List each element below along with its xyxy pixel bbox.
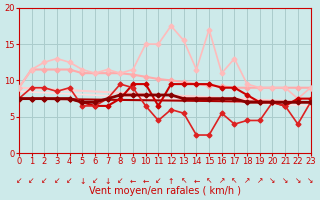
Text: ↓: ↓ xyxy=(79,176,85,186)
Text: ↙: ↙ xyxy=(155,176,162,186)
Text: ↙: ↙ xyxy=(54,176,60,186)
Text: ↓: ↓ xyxy=(104,176,111,186)
Text: ↑: ↑ xyxy=(168,176,174,186)
Text: ↘: ↘ xyxy=(295,176,301,186)
Text: ↙: ↙ xyxy=(16,176,22,186)
Text: ↙: ↙ xyxy=(28,176,35,186)
Text: ↖: ↖ xyxy=(206,176,212,186)
Text: ←: ← xyxy=(193,176,200,186)
Text: ↙: ↙ xyxy=(92,176,98,186)
Text: ↗: ↗ xyxy=(244,176,250,186)
Text: ↘: ↘ xyxy=(269,176,276,186)
Text: ↗: ↗ xyxy=(219,176,225,186)
Text: ↙: ↙ xyxy=(117,176,124,186)
X-axis label: Vent moyen/en rafales ( km/h ): Vent moyen/en rafales ( km/h ) xyxy=(89,186,241,196)
Text: ↘: ↘ xyxy=(282,176,288,186)
Text: ↗: ↗ xyxy=(257,176,263,186)
Text: ↙: ↙ xyxy=(41,176,47,186)
Text: ←: ← xyxy=(142,176,149,186)
Text: ↖: ↖ xyxy=(180,176,187,186)
Text: ↙: ↙ xyxy=(66,176,73,186)
Text: ←: ← xyxy=(130,176,136,186)
Text: ↖: ↖ xyxy=(231,176,238,186)
Text: ↘: ↘ xyxy=(307,176,314,186)
